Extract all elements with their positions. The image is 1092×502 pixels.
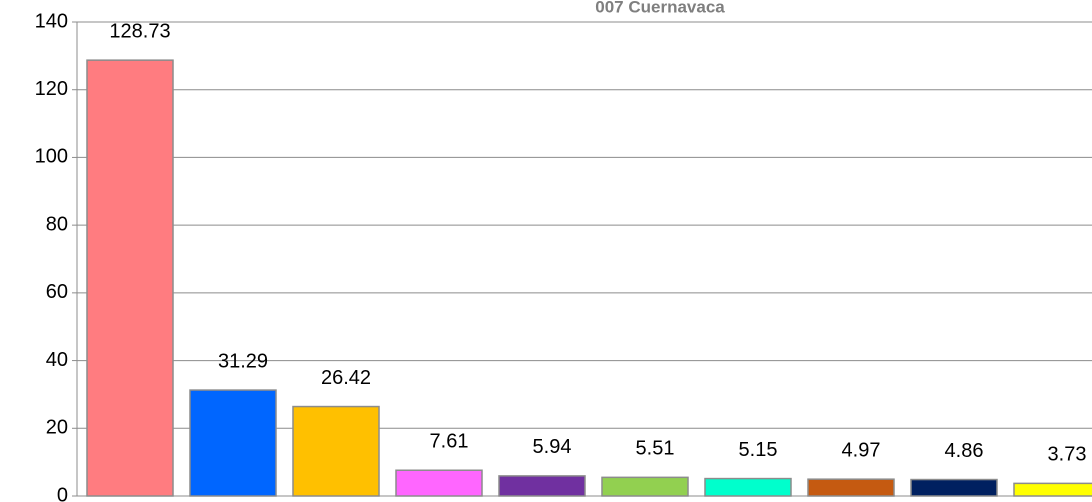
y-tick-label: 60 — [46, 281, 68, 303]
bar — [704, 477, 792, 497]
bar — [910, 478, 998, 497]
bar — [395, 469, 483, 497]
y-tick-label: 80 — [46, 213, 68, 235]
value-label: 128.73 — [109, 20, 170, 42]
bar — [601, 476, 689, 497]
y-tick-label: 120 — [35, 78, 68, 100]
value-label: 5.94 — [533, 436, 572, 458]
value-label: 4.97 — [842, 439, 881, 461]
y-tick-label: 140 — [35, 10, 68, 32]
value-label: 3.73 — [1048, 444, 1087, 466]
bar — [86, 59, 174, 497]
value-label: 4.86 — [945, 440, 984, 462]
y-tick-label: 20 — [46, 417, 68, 439]
y-tick-label: 40 — [46, 349, 68, 371]
y-tick-label: 0 — [57, 484, 68, 502]
bar — [1013, 482, 1092, 497]
value-label: 5.51 — [636, 438, 675, 460]
chart-title: 007 Cuernavaca — [595, 0, 725, 16]
y-tick-label: 100 — [35, 146, 68, 168]
value-label: 5.15 — [739, 439, 778, 461]
bar — [807, 478, 895, 497]
value-label: 31.29 — [218, 350, 268, 372]
bar — [189, 389, 277, 497]
value-label: 26.42 — [321, 367, 371, 389]
value-label: 7.61 — [430, 431, 469, 453]
bar — [498, 475, 586, 497]
bar — [292, 405, 380, 497]
